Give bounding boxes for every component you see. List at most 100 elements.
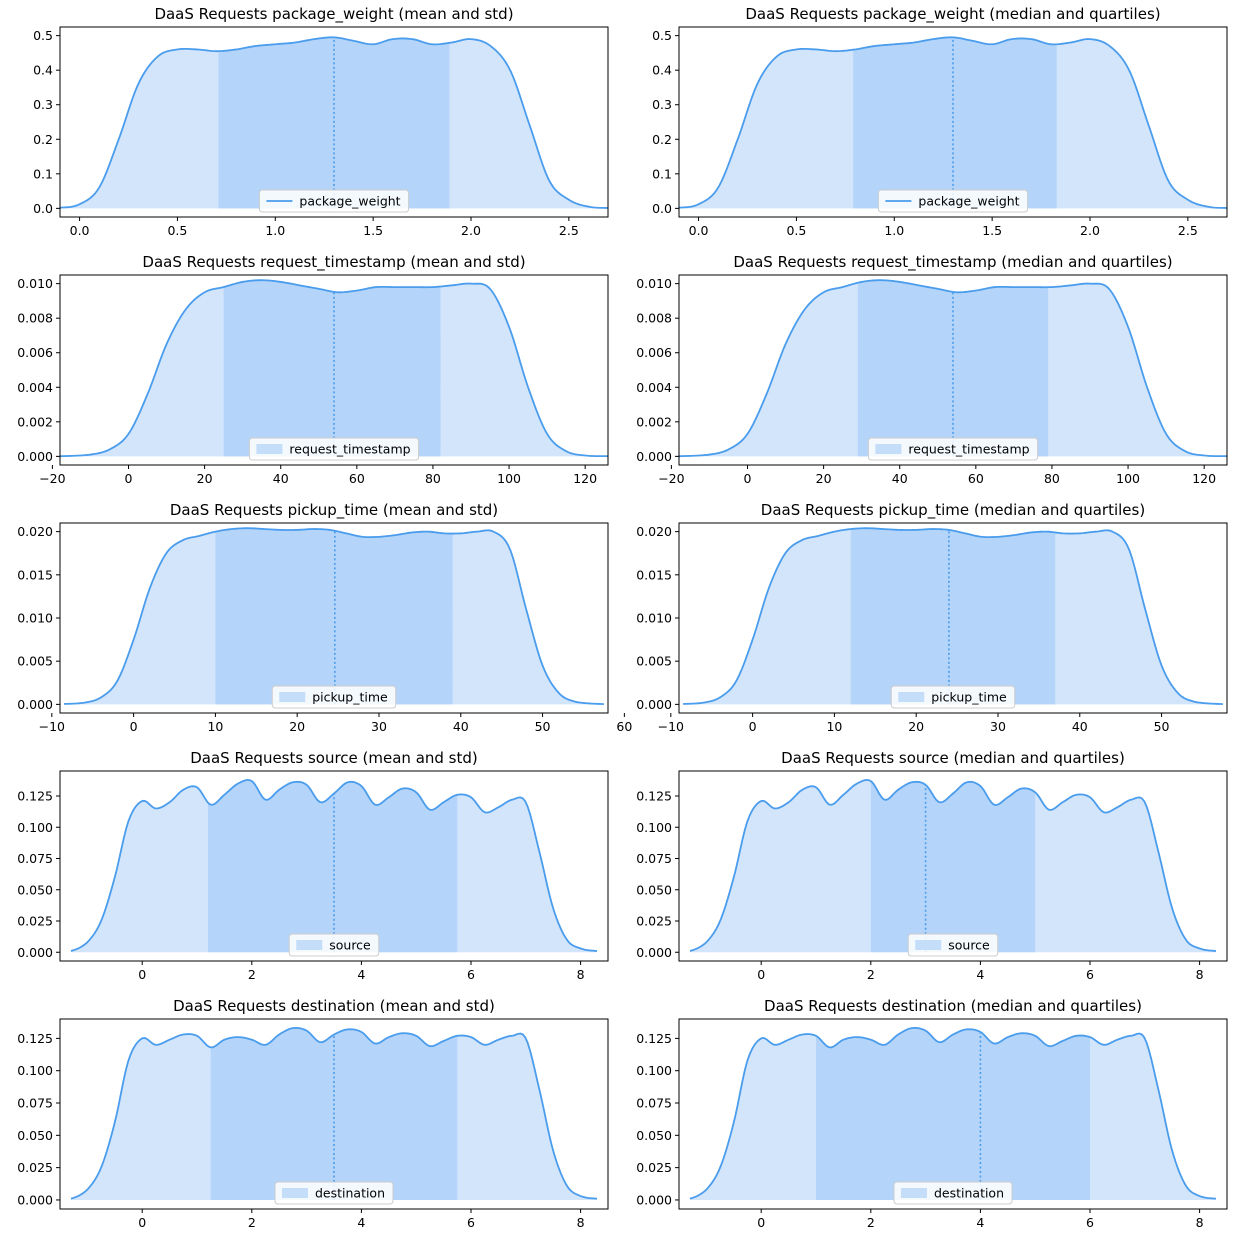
subplot: 0 2 4 6 8 0.000 0.025 0.050 0.075 0.100 0.125 DaaS …: [17, 749, 609, 982]
x-tick-label: 40: [453, 719, 469, 734]
y-tick-label: 0.075: [636, 1096, 672, 1111]
legend-box: [867, 437, 1039, 461]
x-tick-label: 80: [1044, 471, 1060, 486]
y-tick-label: 0.3: [33, 97, 53, 112]
legend-patch-swatch: [900, 1188, 927, 1198]
chart-title: DaaS Requests request_timestamp (median …: [733, 253, 1172, 272]
x-tick-label: 100: [1116, 471, 1140, 486]
y-tick-label: 0.008: [636, 311, 672, 326]
legend: source: [288, 933, 380, 957]
legend-patch-swatch: [281, 1188, 308, 1198]
y-tick-label: 0.050: [17, 882, 53, 897]
y-tick-label: 0.5: [33, 28, 53, 43]
x-tick-label: 120: [1192, 471, 1216, 486]
legend-patch-swatch: [256, 444, 283, 454]
legend-box: [271, 685, 397, 709]
x-tick-label: 60: [349, 471, 365, 486]
subplot: −10 0 10 20 30 40 50 60 0.000 0.005 0.010 0.015 0.02…: [17, 501, 632, 734]
chart-title: DaaS Requests destination (median and qu…: [764, 997, 1142, 1015]
legend-box: [248, 437, 420, 461]
density-line: [683, 527, 1223, 705]
density-line: [678, 279, 1228, 458]
axes-frame: [678, 26, 1228, 218]
axes-frame: [59, 26, 609, 218]
chart-title: DaaS Requests package_weight (median and…: [745, 5, 1160, 24]
band-fill: [857, 280, 1049, 457]
legend-box: [288, 933, 380, 957]
y-tick-label: 0.020: [636, 524, 672, 539]
y-tick-label: 0.000: [636, 945, 672, 960]
x-tick-label: 80: [425, 471, 441, 486]
subplot: 0.0 0.5 1.0 1.5 2.0 2.5 0.0 0.1 0.2 0.3 0.4 0.5 DaaS…: [652, 5, 1228, 238]
density-line: [689, 1026, 1217, 1200]
y-tick-label: 0.5: [652, 28, 672, 43]
x-tick-label: 8: [1196, 1215, 1204, 1230]
y-tick-label: 0.025: [17, 1160, 53, 1175]
x-tick-label: 2.0: [461, 223, 481, 238]
legend-patch-swatch: [296, 940, 323, 950]
band-fill: [870, 781, 1036, 953]
y-tick-label: 0.075: [17, 1096, 53, 1111]
x-tick-label: 60: [968, 471, 984, 486]
y-tick-label: 0.005: [636, 654, 672, 669]
y-tick-label: 0.025: [17, 914, 53, 929]
x-tick-label: 60: [616, 719, 632, 734]
x-tick-label: 50: [535, 719, 551, 734]
x-tick-label: 100: [497, 471, 521, 486]
legend-patch-swatch: [279, 692, 306, 702]
x-tick-label: 0: [757, 967, 765, 982]
x-tick-label: 2: [867, 967, 875, 982]
legend-patch-swatch: [875, 444, 902, 454]
x-tick-label: 1.5: [982, 223, 1002, 238]
legend-patch-swatch: [898, 692, 925, 702]
y-tick-label: 0.075: [636, 851, 672, 866]
y-tick-label: 0.125: [636, 789, 672, 804]
legend-label: destination: [315, 1186, 385, 1201]
x-tick-label: 30: [371, 719, 387, 734]
x-tick-label: 0.5: [786, 223, 806, 238]
y-tick-label: 0.100: [636, 820, 672, 835]
y-tick-label: 0.008: [17, 311, 53, 326]
y-tick-label: 0.100: [17, 820, 53, 835]
x-tick-label: 4: [357, 1215, 365, 1230]
y-tick-label: 0.004: [636, 380, 672, 395]
x-tick-label: 1.0: [884, 223, 904, 238]
x-tick-label: 2.5: [1178, 223, 1198, 238]
x-tick-label: 0: [749, 719, 757, 734]
x-tick-label: 30: [990, 719, 1006, 734]
legend-label: request_timestamp: [908, 442, 1029, 457]
x-tick-label: 0.5: [167, 223, 187, 238]
legend-label: package_weight: [299, 194, 400, 209]
x-tick-label: 0.0: [689, 223, 709, 238]
y-tick-label: 0.050: [636, 1128, 672, 1143]
y-tick-label: 0.125: [636, 1031, 672, 1046]
y-tick-label: 0.2: [652, 132, 672, 147]
legend: request_timestamp: [867, 437, 1039, 461]
y-tick-label: 0.000: [17, 449, 53, 464]
y-tick-label: 0.025: [636, 1160, 672, 1175]
x-tick-label: 2.0: [1080, 223, 1100, 238]
x-tick-label: 2: [248, 967, 256, 982]
y-tick-label: 0.075: [17, 851, 53, 866]
legend-label: pickup_time: [931, 690, 1007, 705]
subplot: 0 2 4 6 8 0.000 0.025 0.050 0.075 0.100 0.125 DaaS …: [636, 749, 1228, 982]
x-tick-label: 6: [1086, 1215, 1094, 1230]
y-tick-label: 0.2: [33, 132, 53, 147]
y-tick-label: 0.100: [17, 1063, 53, 1078]
x-tick-label: 40: [892, 471, 908, 486]
y-tick-label: 0.004: [17, 380, 53, 395]
x-tick-label: 8: [1196, 967, 1204, 982]
y-tick-label: 0.3: [652, 97, 672, 112]
chart-title: DaaS Requests source (mean and std): [190, 749, 478, 767]
y-tick-label: 0.000: [636, 697, 672, 712]
legend: request_timestamp: [248, 437, 420, 461]
x-tick-label: 6: [467, 967, 475, 982]
chart-title: DaaS Requests request_timestamp (mean an…: [142, 253, 525, 272]
x-tick-label: 0.0: [70, 223, 90, 238]
legend-box: [877, 189, 1029, 213]
y-tick-label: 0.002: [17, 414, 53, 429]
legend: package_weight: [877, 189, 1029, 213]
x-tick-label: −10: [658, 719, 684, 734]
y-tick-label: 0.006: [17, 345, 53, 360]
x-tick-label: 8: [577, 967, 585, 982]
